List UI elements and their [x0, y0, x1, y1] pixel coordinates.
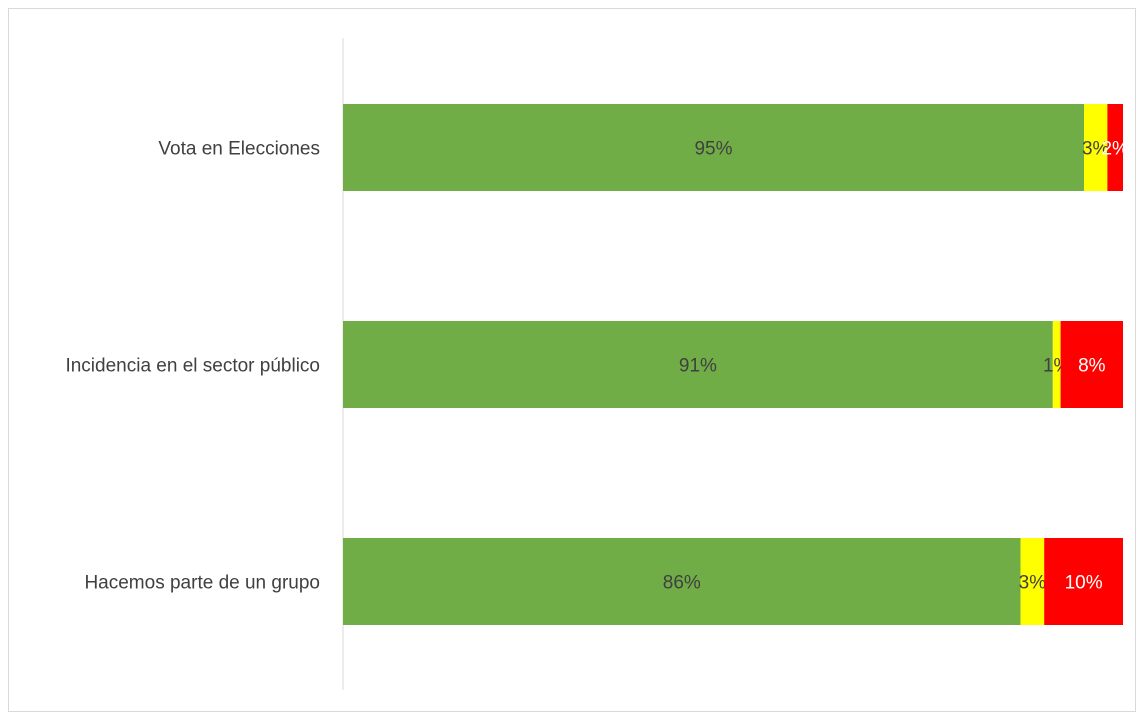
data-label-1-row-2: 91% — [679, 356, 717, 377]
data-label-1-row-1: 95% — [694, 139, 732, 160]
bar-segment-2-row-3 — [1020, 538, 1045, 625]
data-label-3-row-1: 2% — [1101, 139, 1129, 160]
bar-segment-1-row-2 — [343, 321, 1053, 408]
bar-segment-2-row-2 — [1052, 321, 1061, 408]
bar-segment-3-row-3 — [1044, 538, 1123, 625]
data-label-2-row-1: 3% — [1082, 139, 1110, 160]
bar-segment-1-row-1 — [343, 104, 1084, 191]
category-label-3: Hacemos parte de un grupo — [84, 573, 320, 594]
data-label-3-row-3: 10% — [1065, 573, 1103, 594]
bar-segment-3-row-2 — [1060, 321, 1123, 408]
bar-segment-1-row-3 — [343, 538, 1021, 625]
data-label-1-row-3: 86% — [663, 573, 701, 594]
data-label-2-row-3: 3% — [1019, 573, 1047, 594]
data-label-3-row-2: 8% — [1078, 356, 1106, 377]
category-label-2: Incidencia en el sector público — [65, 356, 320, 377]
bar-segment-3-row-1 — [1107, 104, 1123, 191]
bar-segment-2-row-1 — [1084, 104, 1108, 191]
category-label-1: Vota en Elecciones — [158, 139, 320, 160]
